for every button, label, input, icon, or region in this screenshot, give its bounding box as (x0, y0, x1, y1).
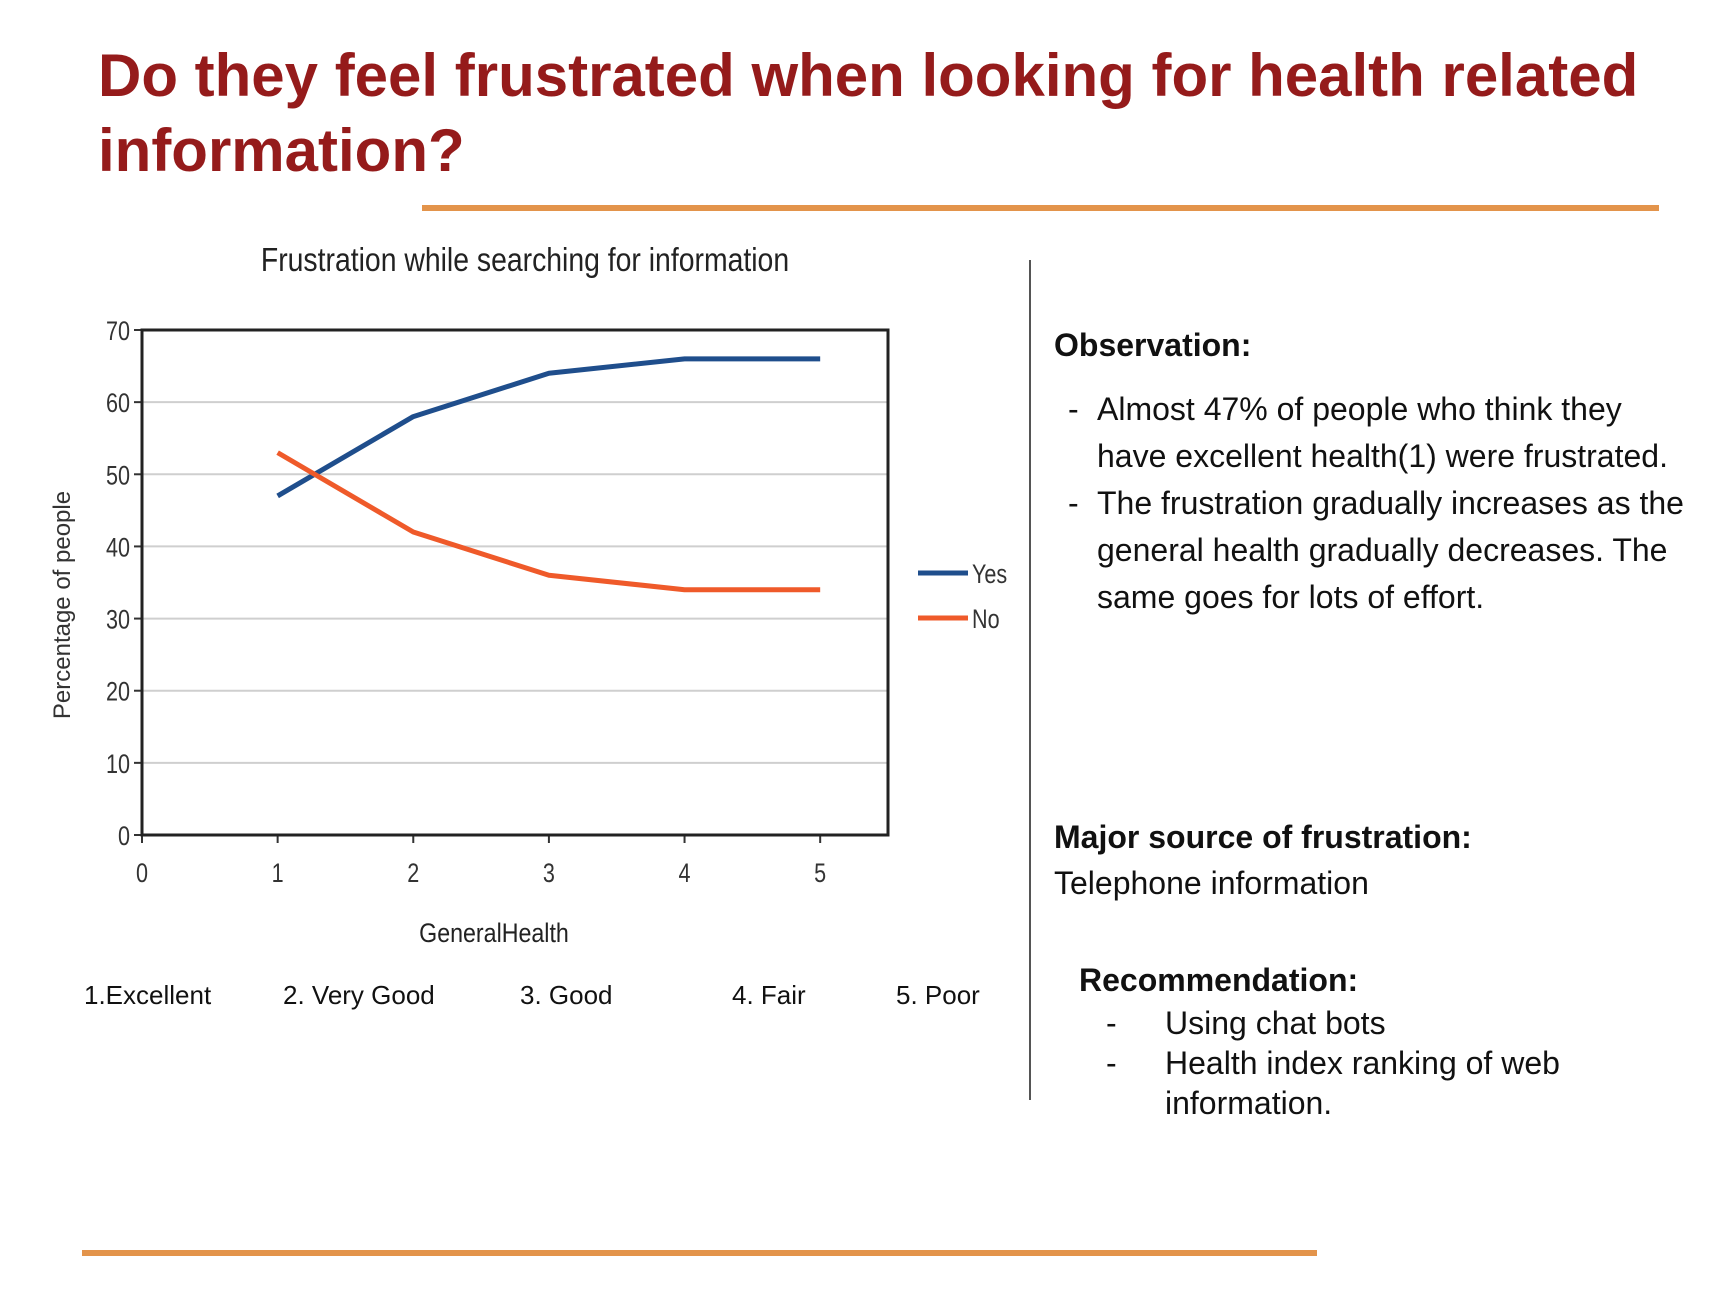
y-tick-label: 50 (106, 461, 130, 491)
observation-item: - The frustration gradually increases as… (1054, 480, 1694, 621)
legend-label: Yes (972, 560, 1007, 590)
chart-title: Frustration while searching for informat… (261, 241, 789, 279)
x-axis-ticks: 0 1 2 3 4 5 (136, 835, 826, 889)
y-tick-label: 0 (118, 822, 130, 852)
x-tick-label: 3 (543, 859, 555, 889)
recommendation-section: Recommendation: - Using chat bots - Heal… (1079, 957, 1699, 1123)
slide-title: Do they feel frustrated when looking for… (98, 42, 1639, 184)
series-line-yes (276, 356, 821, 499)
x-tick-label: 5 (814, 859, 826, 889)
legend: Yes No (918, 560, 1007, 635)
series-lines (276, 356, 821, 593)
recommendation-text: Health index ranking of web information. (1165, 1045, 1560, 1121)
column-divider (1029, 260, 1031, 1100)
observation-section: Observation: - Almost 47% of people who … (1054, 322, 1694, 621)
dash-bullet: - (1106, 1045, 1117, 1081)
y-tick-label: 60 (106, 389, 130, 419)
x-tick-label: 2 (407, 859, 419, 889)
major-source-text: Telephone information (1054, 865, 1369, 901)
y-tick-label: 10 (106, 750, 130, 780)
major-source-heading: Major source of frustration: (1054, 819, 1472, 855)
y-axis-label: Percentage of people (49, 491, 76, 719)
x-tick-label: 4 (679, 859, 691, 889)
observation-text: Almost 47% of people who think they have… (1097, 391, 1668, 474)
observation-heading: Observation: (1054, 327, 1252, 363)
observation-item: - Almost 47% of people who think they ha… (1054, 386, 1694, 480)
gridlines (142, 329, 888, 764)
accent-rule-bottom (82, 1250, 1317, 1256)
legend-label: No (972, 605, 1000, 635)
x-tick-label: 1 (272, 859, 284, 889)
recommendation-item: - Using chat bots (1079, 1003, 1699, 1043)
category-label: 5. Poor (896, 980, 980, 1010)
category-key: 1.Excellent 2. Very Good 3. Good 4. Fair… (0, 980, 1010, 1020)
accent-rule-top (422, 205, 1659, 211)
dash-bullet: - (1068, 391, 1079, 427)
recommendation-heading: Recommendation: (1079, 962, 1359, 998)
x-axis-label: GeneralHealth (419, 918, 569, 948)
major-source-section: Major source of frustration: Telephone i… (1054, 814, 1694, 906)
plot-frame (140, 328, 890, 837)
category-label: 1.Excellent (84, 980, 212, 1010)
category-label: 4. Fair (732, 980, 806, 1010)
y-axis-ticks: 0 10 20 30 40 50 60 70 (106, 317, 142, 852)
recommendation-text: Using chat bots (1165, 1005, 1386, 1041)
dash-bullet: - (1106, 1005, 1117, 1041)
observation-text: The frustration gradually increases as t… (1097, 485, 1684, 615)
y-tick-label: 70 (106, 317, 130, 347)
y-tick-label: 40 (106, 533, 130, 563)
dash-bullet: - (1068, 485, 1079, 521)
line-chart: Frustration while searching for informat… (49, 241, 1007, 948)
category-label: 3. Good (520, 980, 613, 1010)
y-tick-label: 20 (106, 678, 130, 708)
y-tick-label: 30 (106, 605, 130, 635)
recommendation-item: - Health index ranking of web informatio… (1079, 1043, 1699, 1123)
x-tick-label: 0 (136, 859, 148, 889)
observation-list: - Almost 47% of people who think they ha… (1054, 386, 1694, 621)
recommendation-list: - Using chat bots - Health index ranking… (1079, 1003, 1699, 1123)
category-label: 2. Very Good (283, 980, 435, 1010)
series-line-no (276, 450, 821, 593)
